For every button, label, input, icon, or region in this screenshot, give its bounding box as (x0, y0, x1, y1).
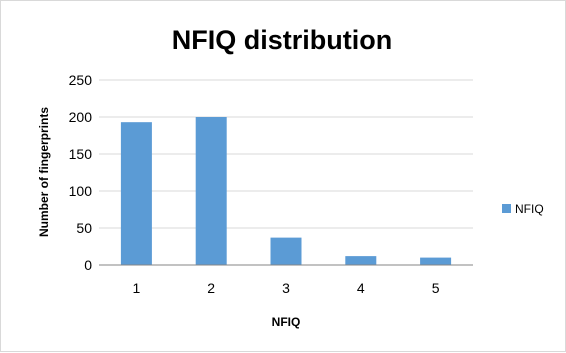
x-tick-label: 3 (282, 280, 290, 296)
bar-5 (420, 257, 452, 265)
y-tick-label: 200 (69, 109, 93, 125)
y-tick-label: 0 (84, 257, 92, 273)
bar-4 (345, 256, 377, 265)
bar-1 (120, 122, 152, 266)
y-tick-label: 50 (76, 220, 92, 236)
y-tick-label: 100 (69, 183, 93, 199)
gridlines (99, 79, 473, 229)
y-tick-labels: 0 50 100 150 200 250 (69, 72, 93, 273)
legend-swatch (502, 204, 511, 213)
bar-3 (270, 237, 302, 265)
y-tick-label: 150 (69, 146, 93, 162)
bars (120, 117, 452, 266)
x-axis-title: NFIQ (272, 315, 301, 329)
y-axis-title: Number of fingerprints (37, 107, 51, 237)
chart-title: NFIQ distribution (172, 25, 392, 55)
x-tick-label: 5 (432, 280, 440, 296)
x-tick-label: 4 (357, 280, 365, 296)
x-tick-labels: 1 2 3 4 5 (133, 280, 440, 296)
x-tick-label: 1 (133, 280, 141, 296)
legend-label: NFIQ (515, 202, 544, 216)
y-tick-label: 250 (69, 72, 93, 88)
legend: NFIQ (502, 202, 544, 216)
bar-2 (195, 117, 227, 265)
x-tick-label: 2 (207, 280, 215, 296)
